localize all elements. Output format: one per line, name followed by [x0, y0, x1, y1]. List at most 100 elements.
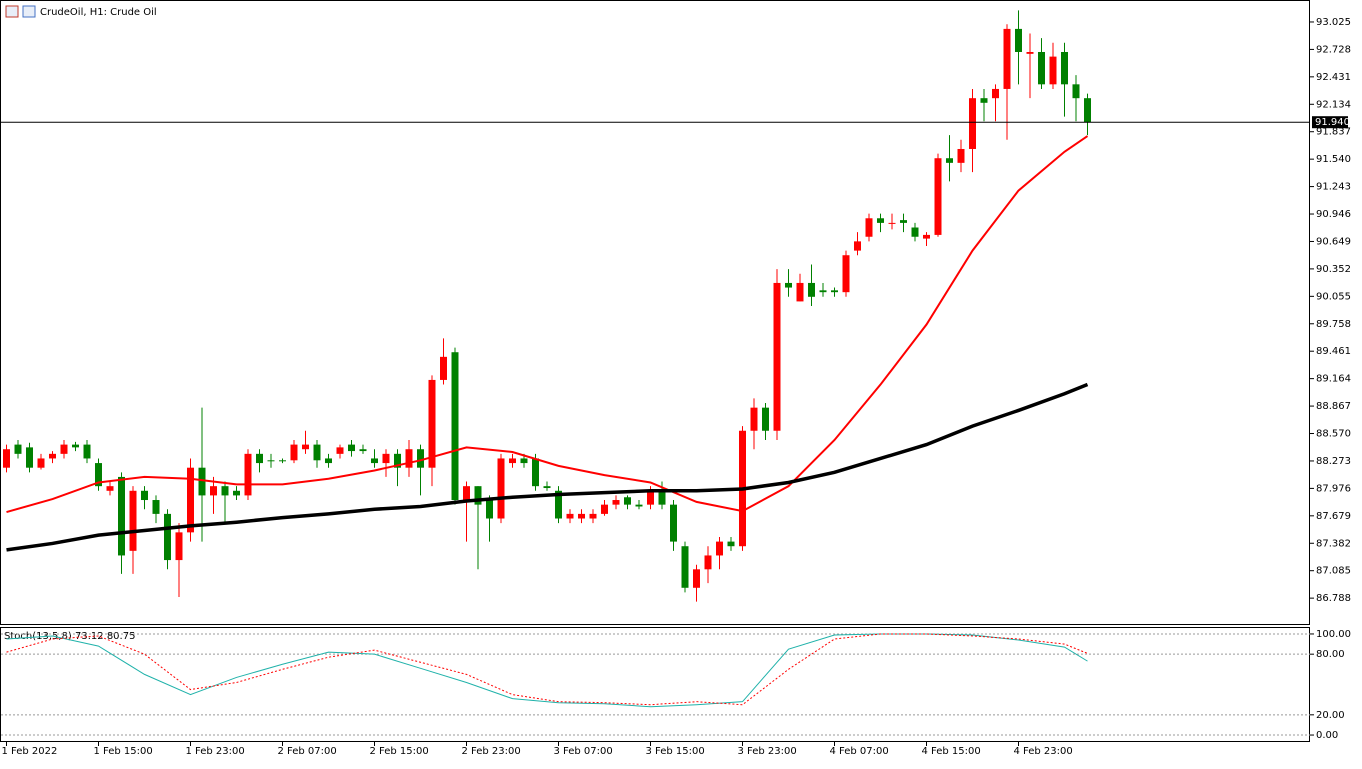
candle-body [72, 444, 79, 448]
candle-body [244, 453, 252, 496]
y-tick-label: 0.00 [1316, 730, 1338, 741]
candle-body [980, 98, 988, 103]
main-frame [0, 0, 1310, 625]
y-tick-label: 87.679 [1316, 511, 1351, 522]
x-tick-label: 2 Feb 07:00 [278, 746, 337, 757]
x-tick-label: 4 Feb 07:00 [830, 746, 889, 757]
candle-body [750, 407, 758, 431]
candle-body [198, 467, 206, 496]
candle-body [520, 458, 528, 464]
candle-body [497, 458, 505, 519]
candle-body [210, 486, 217, 496]
candle-body [37, 458, 45, 468]
candle-body [26, 447, 33, 468]
y-tick-label: 100.00 [1316, 629, 1351, 640]
candle-body [532, 458, 539, 487]
x-tick-label: 2 Feb 23:00 [462, 746, 521, 757]
candle-body [348, 444, 355, 452]
candle-body [624, 497, 631, 505]
candle-body [463, 486, 470, 501]
candle-body [969, 98, 976, 149]
symbol-icon [22, 5, 36, 18]
candle-body [888, 222, 896, 224]
candle-body [394, 453, 401, 468]
candle-body [382, 453, 390, 464]
candle-body [313, 444, 321, 461]
candle-body [509, 458, 516, 464]
candle-body [359, 449, 367, 452]
y-tick-label: 89.164 [1316, 374, 1351, 385]
candle-body [451, 352, 459, 501]
candle-body [704, 555, 712, 570]
candle-body [1049, 56, 1057, 85]
x-tick-label: 3 Feb 23:00 [738, 746, 797, 757]
y-tick-label: 89.758 [1316, 319, 1351, 330]
candle-body [808, 282, 815, 297]
candle-body [83, 444, 91, 459]
candle-body [14, 444, 22, 454]
candle-body [428, 379, 436, 468]
candle-body [417, 449, 424, 468]
moving-average [6, 135, 1089, 513]
candle-body [578, 513, 585, 519]
candle-body [923, 234, 930, 239]
candle-body [474, 486, 482, 505]
candle-body [911, 227, 919, 237]
candle-body [957, 148, 965, 163]
candle-body [854, 241, 861, 251]
candle-body [1084, 98, 1091, 123]
candle-body [900, 220, 907, 223]
x-tick-label: 3 Feb 15:00 [646, 746, 705, 757]
candle-body [601, 504, 608, 514]
y-tick-label: 88.570 [1316, 429, 1351, 440]
candle-body [716, 541, 723, 556]
y-tick-label: 92.728 [1316, 44, 1351, 55]
symbol-icon [5, 5, 19, 18]
candle-body [336, 447, 344, 454]
candle-body [49, 453, 56, 459]
candle-body [3, 449, 10, 468]
candle-body [785, 282, 792, 288]
x-tick-label: 4 Feb 23:00 [1014, 746, 1073, 757]
y-tick-label: 90.946 [1316, 209, 1351, 220]
price-label-box [1312, 116, 1348, 129]
candle-body [727, 541, 735, 547]
y-tick-label: 92.134 [1316, 99, 1351, 110]
candle-body [405, 449, 413, 468]
x-tick-label: 1 Feb 15:00 [94, 746, 153, 757]
candle-body [693, 569, 700, 588]
x-tick-label: 4 Feb 15:00 [922, 746, 981, 757]
y-tick-label: 87.382 [1316, 538, 1351, 549]
y-tick-label: 80.00 [1316, 649, 1345, 660]
candle-body [95, 463, 102, 487]
stoch-frame [0, 627, 1310, 742]
candle-body [1003, 28, 1011, 89]
candle-body [842, 255, 850, 293]
candle-body [670, 504, 677, 542]
stoch-title: Stoch(13,5,8) 73.12 80.75 [4, 631, 135, 642]
y-tick-label: 87.085 [1316, 566, 1351, 577]
stoch-line [6, 633, 1088, 708]
candle-body [555, 490, 562, 519]
candle-body [129, 490, 137, 551]
candle-body [681, 546, 689, 588]
candle-body [773, 282, 781, 431]
candle-body [566, 513, 574, 519]
y-tick-label: 88.273 [1316, 456, 1351, 467]
chart-title: CrudeOil, H1: Crude Oil [40, 7, 157, 18]
candle-body [946, 158, 953, 163]
candle-body [543, 486, 551, 489]
candle-body [865, 218, 873, 237]
y-tick-label: 88.867 [1316, 401, 1351, 412]
candle-body [302, 444, 309, 450]
candle-body [762, 407, 769, 431]
candle-body [1061, 51, 1068, 85]
candle-body [831, 290, 838, 293]
candle-body [221, 486, 229, 496]
candle-body [279, 460, 286, 462]
y-tick-label: 90.649 [1316, 236, 1351, 247]
candle-body [589, 513, 597, 519]
y-tick-label: 91.243 [1316, 182, 1351, 193]
candle-body [290, 444, 298, 461]
candle-body [325, 458, 332, 464]
